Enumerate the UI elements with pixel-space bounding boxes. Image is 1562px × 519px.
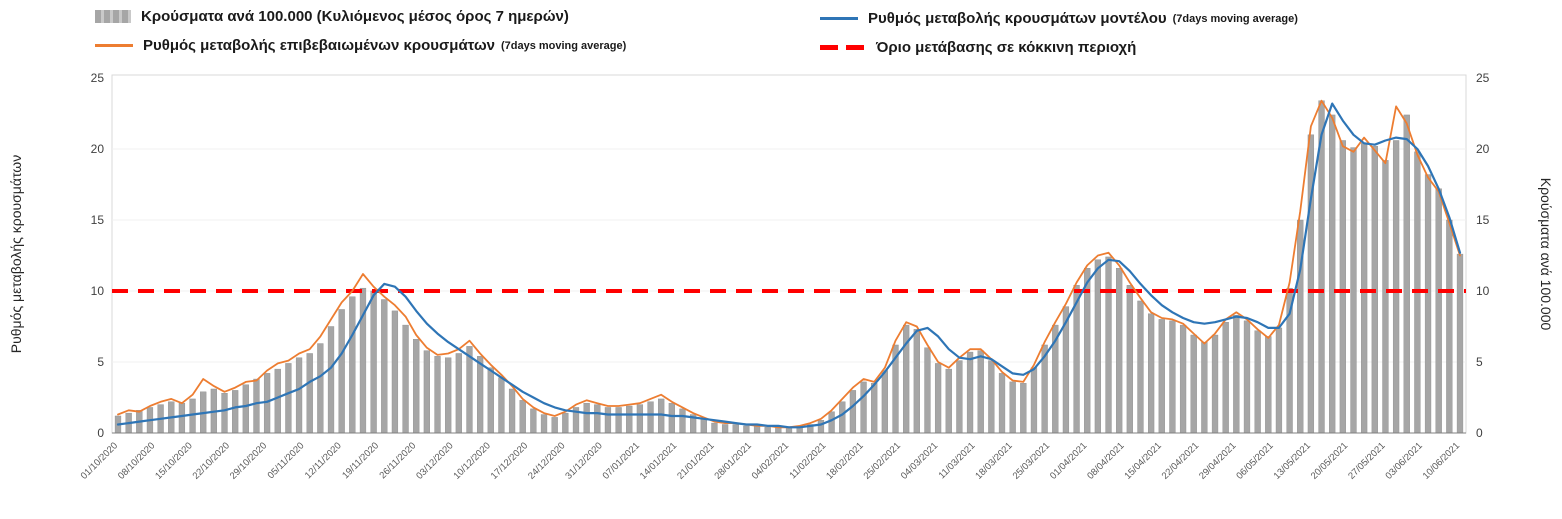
x-tick-label: 28/01/2021 xyxy=(712,440,753,481)
x-tick-label: 11/03/2021 xyxy=(937,440,978,481)
x-tick-label: 18/02/2021 xyxy=(824,440,865,481)
red-dash-swatch-icon xyxy=(820,45,866,50)
x-axis-labels: 01/10/202008/10/202015/10/202022/10/2020… xyxy=(79,440,1462,481)
x-tick-label: 18/03/2021 xyxy=(973,440,1014,481)
y-tick-label-right: 25 xyxy=(1476,71,1490,85)
legend-label-confirmed: Ρυθμός μεταβολής επιβεβαιωμένων κρουσμάτ… xyxy=(143,37,495,54)
x-tick-label: 19/11/2020 xyxy=(340,440,381,481)
y-axis-labels-left: 0 5 10 15 20 25 xyxy=(91,71,105,440)
y-tick-label-right: 10 xyxy=(1476,284,1490,298)
y-tick-label-left: 20 xyxy=(91,142,105,156)
x-tick-label: 26/11/2020 xyxy=(377,440,418,481)
x-tick-label: 03/12/2020 xyxy=(414,440,455,481)
x-tick-label: 27/05/2021 xyxy=(1346,440,1387,481)
legend-label-model: Ρυθμός μεταβολής κρουσμάτων μοντέλου xyxy=(868,10,1167,27)
gridlines xyxy=(112,148,1466,363)
y-tick-label-left: 5 xyxy=(97,355,104,369)
legend-item-model-line: Ρυθμός μεταβολής κρουσμάτων μοντέλου (7d… xyxy=(820,10,1298,27)
x-tick-label: 22/10/2020 xyxy=(191,440,232,481)
x-tick-label: 03/06/2021 xyxy=(1383,440,1424,481)
orange-line-swatch-icon xyxy=(95,44,133,47)
x-tick-label: 01/10/2020 xyxy=(79,440,120,481)
x-tick-label: 11/02/2021 xyxy=(787,440,828,481)
x-tick-label: 04/02/2021 xyxy=(750,440,791,481)
x-tick-label: 10/06/2021 xyxy=(1421,440,1462,481)
x-tick-label: 20/05/2021 xyxy=(1309,440,1350,481)
legend-label-threshold: Όριο μετάβασης σε κόκκινη περιοχή xyxy=(876,39,1137,56)
model-line xyxy=(116,102,1462,429)
x-tick-label: 10/12/2020 xyxy=(452,440,493,481)
y-tick-label-left: 25 xyxy=(91,71,105,85)
x-tick-label: 08/04/2021 xyxy=(1085,440,1126,481)
y-tick-label-right: 20 xyxy=(1476,142,1490,156)
x-tick-label: 05/11/2020 xyxy=(266,440,307,481)
x-tick-label: 06/05/2021 xyxy=(1234,440,1275,481)
x-tick-label: 29/04/2021 xyxy=(1197,440,1238,481)
blue-line-swatch-icon xyxy=(820,17,858,20)
x-tick-label: 04/03/2021 xyxy=(899,440,940,481)
legend-label-confirmed-suffix: (7days moving average) xyxy=(500,39,627,52)
x-tick-label: 08/10/2020 xyxy=(116,440,157,481)
x-tick-label: 25/02/2021 xyxy=(862,440,903,481)
x-tick-label: 07/01/2021 xyxy=(601,440,642,481)
x-tick-label: 25/03/2021 xyxy=(1011,440,1052,481)
x-tick-label: 21/01/2021 xyxy=(675,440,716,481)
x-tick-label: 14/01/2021 xyxy=(638,440,679,481)
legend-label-model-suffix: (7days moving average) xyxy=(1172,12,1298,25)
y-tick-label-left: 10 xyxy=(91,284,105,298)
y-tick-label-left: 0 xyxy=(97,426,104,440)
bar-series-swatch-icon xyxy=(95,10,131,23)
legend-label-cases: Κρούσματα ανά 100.000 (Κυλιόμενος μέσος … xyxy=(141,8,569,25)
x-tick-label: 29/10/2020 xyxy=(228,440,269,481)
legend-item-confirmed-line: Ρυθμός μεταβολής επιβεβαιωμένων κρουσμάτ… xyxy=(95,37,626,54)
y-tick-label-right: 15 xyxy=(1476,213,1490,227)
legend-item-cases-bars: Κρούσματα ανά 100.000 (Κυλιόμενος μέσος … xyxy=(95,8,569,25)
y-axis-labels-right: 0 5 10 15 20 25 xyxy=(1476,71,1490,440)
x-tick-label: 31/12/2020 xyxy=(563,440,604,481)
x-tick-label: 15/04/2021 xyxy=(1123,440,1164,481)
x-tick-label: 12/11/2020 xyxy=(303,440,344,481)
x-tick-label: 17/12/2020 xyxy=(489,440,530,481)
bars-series xyxy=(114,100,1464,434)
x-tick-label: 24/12/2020 xyxy=(526,440,567,481)
y-tick-label-right: 0 xyxy=(1476,426,1483,440)
x-tick-label: 13/05/2021 xyxy=(1272,440,1313,481)
x-tick-label: 01/04/2021 xyxy=(1048,440,1089,481)
y-tick-label-left: 15 xyxy=(91,213,105,227)
x-tick-label: 22/04/2021 xyxy=(1160,440,1201,481)
y-tick-label-right: 5 xyxy=(1476,355,1483,369)
x-tick-label: 15/10/2020 xyxy=(153,440,194,481)
legend-item-threshold: Όριο μετάβασης σε κόκκινη περιοχή xyxy=(820,39,1136,56)
